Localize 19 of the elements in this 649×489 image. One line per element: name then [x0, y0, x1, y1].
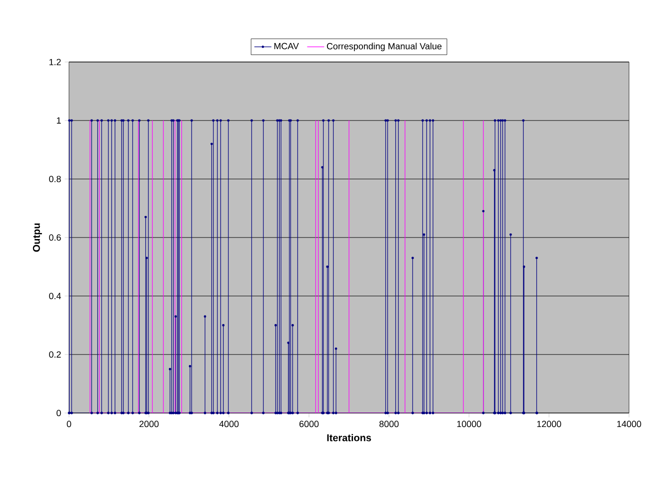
y-tick-label: 0.2	[49, 351, 61, 358]
y-tick-label: 0.4	[49, 292, 61, 300]
legend-label: Corresponding Manual Value	[326, 42, 442, 52]
legend-label: MCAV	[274, 42, 299, 50]
y-axis-title: Outpu	[32, 223, 42, 252]
x-tick-label: 12000	[537, 420, 562, 428]
y-tick-label: 0.8	[49, 176, 61, 182]
x-tick-label: 8000	[379, 420, 399, 428]
x-tick-label: 0	[66, 420, 72, 428]
x-tick-label: 4000	[219, 420, 239, 428]
y-tick-label: 0	[56, 410, 61, 416]
x-tick-label: 6000	[299, 420, 319, 428]
x-tick-label: 2000	[139, 420, 159, 428]
y-tick-label: 1.2	[49, 58, 61, 66]
x-tick-label: 10000	[457, 420, 482, 428]
y-tick-label: 0.6	[49, 234, 61, 241]
x-axis-title: Iterations	[327, 434, 372, 442]
y-tick-label: 1	[56, 117, 61, 124]
x-tick-label: 14000	[617, 420, 642, 428]
